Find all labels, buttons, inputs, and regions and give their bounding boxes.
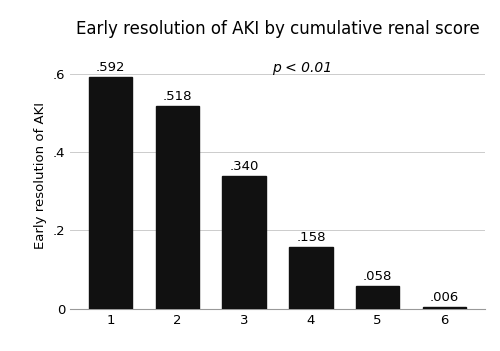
Bar [156, 106, 199, 309]
Bar [222, 176, 266, 309]
Text: .006: .006 [430, 291, 459, 304]
Bar [89, 77, 132, 309]
Bar [289, 247, 333, 309]
Text: .592: .592 [96, 61, 126, 74]
Text: .340: .340 [230, 160, 259, 173]
Bar [356, 286, 400, 309]
Text: .058: .058 [363, 270, 392, 283]
Text: .158: .158 [296, 231, 326, 244]
Bar [422, 306, 466, 309]
Y-axis label: Early resolution of AKI: Early resolution of AKI [34, 102, 47, 249]
Text: .518: .518 [162, 90, 192, 103]
Text: p < 0.01: p < 0.01 [272, 61, 332, 75]
Title: Early resolution of AKI by cumulative renal score: Early resolution of AKI by cumulative re… [76, 20, 479, 38]
